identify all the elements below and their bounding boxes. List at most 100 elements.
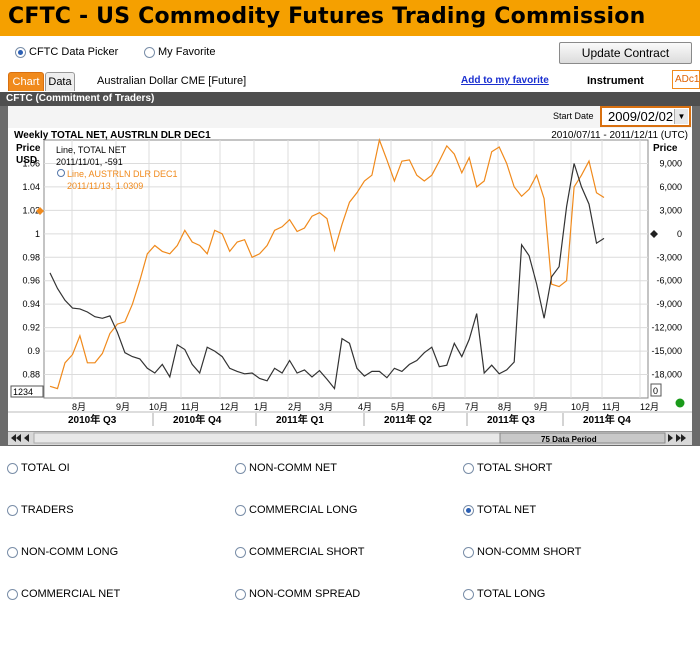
chart-scrollbar[interactable]: 75 Data Period xyxy=(8,431,692,445)
x-tick-label: 12月 xyxy=(220,402,239,412)
chart-svg[interactable]: 1.06 1.04 1.02 1 0.98 0.96 0.94 0.92 0.9 0.88 9,0… xyxy=(8,128,692,432)
option-label: COMMERCIAL NET xyxy=(21,588,121,600)
tooltip-net-value: 2011/11/01, -591 xyxy=(56,157,123,167)
start-date-select[interactable]: 2009/02/02 ▼ xyxy=(600,106,691,127)
option-total-long[interactable]: TOTAL LONG xyxy=(463,588,545,600)
cftc-picker-label[interactable]: CFTC Data Picker xyxy=(29,46,119,58)
x-axis: 8月 9月 10月 11月 12月 1月 2月 3月 4月 5月 6月 7月 8月 9月 10月 11月 12月 xyxy=(72,402,659,412)
corner-right-box xyxy=(650,383,662,397)
option-label: TRADERS xyxy=(21,504,74,516)
left-tick-label: 1.06 xyxy=(22,158,40,168)
option-radio[interactable] xyxy=(463,504,474,516)
left-tick-label: 0.9 xyxy=(27,346,40,356)
quarter-label: 2011年 Q2 xyxy=(384,413,432,426)
tab-chart[interactable]: Chart xyxy=(8,72,44,91)
option-commercial-short[interactable]: COMMERCIAL SHORT xyxy=(235,546,365,558)
option-radio[interactable] xyxy=(235,546,246,558)
corner-left-box xyxy=(10,385,44,398)
option-total-short[interactable]: TOTAL SHORT xyxy=(463,462,552,474)
option-traders[interactable]: TRADERS xyxy=(7,504,74,516)
scroll-next-icon[interactable] xyxy=(668,434,673,442)
scroll-thumb[interactable] xyxy=(499,432,666,444)
option-radio[interactable] xyxy=(235,504,246,516)
x-tick-label: 10月 xyxy=(571,402,590,412)
left-axis-title-usd: USD xyxy=(16,155,37,166)
right-tick-label: 0 xyxy=(677,229,682,239)
left-axis-title-price: Price xyxy=(16,143,41,154)
scroll-last-icon[interactable] xyxy=(676,434,686,442)
option-commercial-net[interactable]: COMMERCIAL NET xyxy=(7,588,120,600)
update-contract-button[interactable]: Update Contract xyxy=(559,42,692,64)
series-line-price xyxy=(49,137,605,390)
tooltip-price-value: 2011/11/13, 1.0309 xyxy=(67,181,143,191)
option-total-net[interactable]: TOTAL NET xyxy=(463,504,536,516)
instrument-code-field[interactable]: ADc1 xyxy=(672,70,700,89)
panel-title: CFTC (Commitment of Traders) xyxy=(0,92,700,106)
option-non-comm-short[interactable]: NON-COMM SHORT xyxy=(463,546,581,558)
instrument-label: Instrument xyxy=(587,75,644,87)
quarter-label: 2011年 Q4 xyxy=(583,413,631,426)
tooltip-net-series: Line, TOTAL NET xyxy=(56,145,127,155)
left-tick-label: 0.96 xyxy=(22,276,40,286)
scroll-first-icon[interactable] xyxy=(11,434,21,442)
start-date-value: 2009/02/02 xyxy=(608,109,674,124)
date-strip: Start Date 2009/02/02 ▼ xyxy=(8,106,692,128)
cftc-picker-radio[interactable] xyxy=(15,47,26,58)
right-tick-label: 3,000 xyxy=(659,205,682,215)
my-favorite-radio[interactable] xyxy=(144,47,155,58)
option-radio[interactable] xyxy=(7,546,18,558)
left-tick-label: 1.04 xyxy=(22,182,40,192)
status-dot-icon xyxy=(675,398,685,408)
left-axis-marker-icon xyxy=(36,207,44,215)
tooltip-price-series: Line, AUSTRLN DLR DEC1 xyxy=(67,169,178,179)
right-axis: 9,000 6,000 3,000 0 -3,000 -6,000 -9,000 -12,00… xyxy=(651,158,682,379)
chevron-down-icon[interactable]: ▼ xyxy=(674,109,688,124)
option-radio[interactable] xyxy=(463,462,474,474)
my-favorite-label[interactable]: My Favorite xyxy=(158,46,216,58)
option-radio[interactable] xyxy=(235,588,246,600)
corner-left-text: 1234 xyxy=(13,387,33,397)
x-tick-label: 12月 xyxy=(640,402,659,412)
left-tick-label: 0.88 xyxy=(22,370,40,380)
x-tick-label: 10月 xyxy=(149,402,168,412)
x-tick-label: 9月 xyxy=(116,402,130,412)
option-non-comm-spread[interactable]: NON-COMM SPREAD xyxy=(235,588,360,600)
x-tick-label: 3月 xyxy=(319,402,333,412)
tooltip-marker-icon xyxy=(57,169,65,177)
right-tick-label: 9,000 xyxy=(659,158,682,168)
corner-right-text: 0 xyxy=(653,386,658,396)
tab-row: Chart Data Australian Dollar CME [Future… xyxy=(0,70,700,92)
option-total-oi[interactable]: TOTAL OI xyxy=(7,462,70,474)
quarter-label: 2010年 Q4 xyxy=(173,413,222,426)
chart-area: Weekly TOTAL NET, AUSTRLN DLR DEC1 2010/… xyxy=(8,128,692,432)
option-label: COMMERCIAL SHORT xyxy=(249,546,365,558)
add-to-favorite-link[interactable]: Add to my favorite xyxy=(461,75,549,86)
option-radio[interactable] xyxy=(463,588,474,600)
cot-panel: CFTC (Commitment of Traders) Start Date … xyxy=(0,92,700,446)
left-tick-label: 0.92 xyxy=(22,323,40,333)
option-commercial-long[interactable]: COMMERCIAL LONG xyxy=(235,504,357,516)
right-tick-label: -6,000 xyxy=(656,276,682,286)
option-non-comm-net[interactable]: NON-COMM NET xyxy=(235,462,337,474)
option-radio[interactable] xyxy=(463,546,474,558)
option-label: NON-COMM LONG xyxy=(21,546,119,558)
right-tick-label: -15,000 xyxy=(651,346,682,356)
tab-data[interactable]: Data xyxy=(45,72,75,91)
x-tick-label: 9月 xyxy=(534,402,548,412)
option-label: NON-COMM SPREAD xyxy=(249,588,361,600)
right-axis-marker-icon xyxy=(650,230,658,238)
x-tick-label: 8月 xyxy=(72,402,86,412)
left-tick-label: 1.02 xyxy=(22,205,40,215)
right-axis-title-price: Price xyxy=(653,143,678,154)
plot-frame xyxy=(43,139,649,399)
option-non-comm-long[interactable]: NON-COMM LONG xyxy=(7,546,118,558)
x-tick-label: 11月 xyxy=(602,402,620,412)
scroll-prev-icon[interactable] xyxy=(24,434,29,442)
option-radio[interactable] xyxy=(7,462,18,474)
option-radio[interactable] xyxy=(235,462,246,474)
app-title: CFTC - US Commodity Futures Trading Comm… xyxy=(8,4,646,29)
option-radio[interactable] xyxy=(7,504,18,516)
picker-row: CFTC Data Picker My Favorite xyxy=(0,36,700,70)
x-tick-label: 1月 xyxy=(254,402,268,412)
option-radio[interactable] xyxy=(7,588,18,600)
